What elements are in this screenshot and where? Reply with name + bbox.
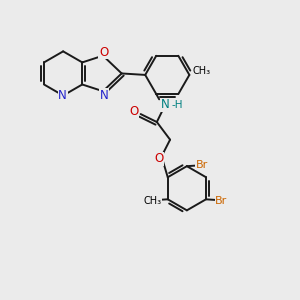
Text: Br: Br xyxy=(215,196,227,206)
Text: O: O xyxy=(99,46,108,59)
Text: -H: -H xyxy=(171,100,183,110)
Text: CH₃: CH₃ xyxy=(143,196,161,206)
Text: N: N xyxy=(100,89,109,102)
Text: N: N xyxy=(161,98,170,111)
Text: CH₃: CH₃ xyxy=(193,66,211,76)
Text: O: O xyxy=(154,152,164,165)
Text: N: N xyxy=(58,89,67,102)
Text: Br: Br xyxy=(196,160,208,170)
Text: O: O xyxy=(130,105,139,118)
